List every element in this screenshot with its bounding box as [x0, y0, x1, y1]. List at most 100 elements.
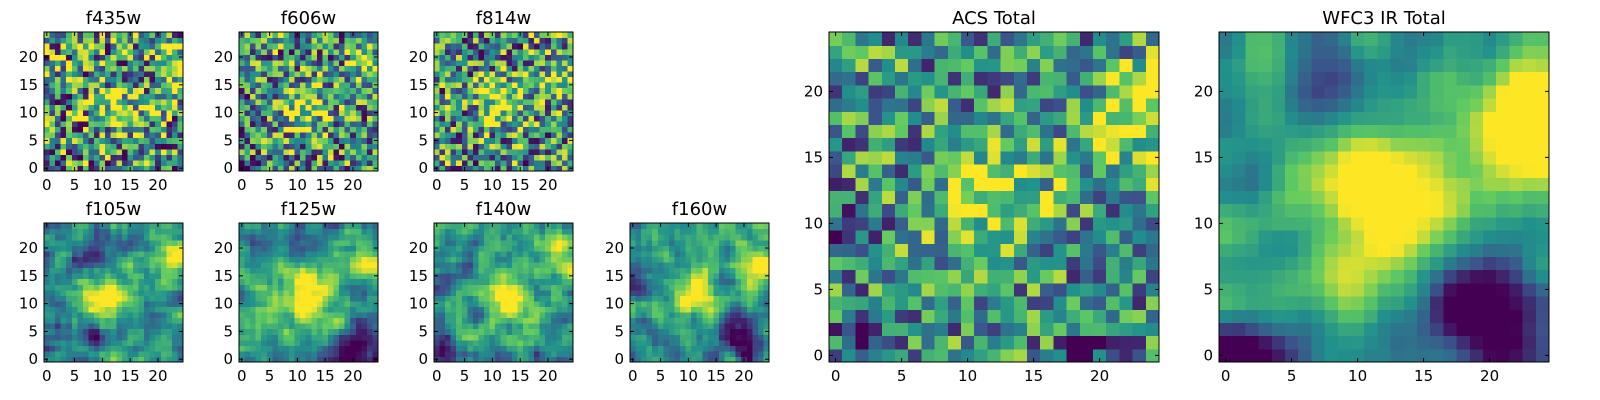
- heatmap-cell: [322, 323, 329, 330]
- heatmap-cell: [730, 306, 737, 313]
- heatmap-cell: [868, 216, 883, 231]
- heatmap-cell: [539, 59, 546, 66]
- heatmap-cell: [506, 245, 513, 252]
- heatmap-cell: [456, 132, 463, 139]
- heatmap-cell: [545, 334, 552, 341]
- heatmap-cell: [934, 177, 949, 191]
- heatmap-cell: [272, 289, 279, 296]
- heatmap-cell: [355, 154, 362, 161]
- heatmap-cell: [277, 32, 285, 39]
- heatmap-cell: [461, 120, 468, 128]
- heatmap-cell: [495, 104, 502, 111]
- heatmap-cell: [94, 273, 101, 280]
- heatmap-cell: [116, 311, 123, 319]
- heatmap-cell: [322, 137, 329, 144]
- heatmap-cell: [149, 37, 156, 44]
- heatmap-cell: [702, 278, 709, 285]
- heatmap-cell: [713, 250, 720, 257]
- heatmap-cell: [99, 306, 106, 313]
- heatmap-cell: [1106, 177, 1120, 191]
- heatmap-cell: [696, 334, 703, 341]
- heatmap-cell: [528, 250, 535, 257]
- heatmap-cell: [534, 300, 541, 307]
- heatmap-cell: [556, 48, 563, 55]
- heatmap-cell: [511, 273, 518, 280]
- heatmap-cell: [561, 70, 569, 78]
- heatmap-cell: [99, 300, 106, 307]
- heatmap-cell: [94, 93, 101, 100]
- heatmap-cell: [88, 267, 95, 274]
- heatmap-cell: [300, 159, 307, 167]
- heatmap-cell: [646, 345, 653, 352]
- heatmap-cell: [489, 82, 496, 89]
- heatmap-cell: [300, 223, 307, 230]
- heatmap-cell: [250, 278, 257, 285]
- heatmap-cell: [294, 256, 301, 263]
- axes-frame: [433, 222, 574, 363]
- heatmap-cell: [511, 334, 518, 341]
- heatmap-cell: [763, 306, 770, 313]
- heatmap-cell: [534, 323, 541, 330]
- heatmap-cell: [110, 70, 117, 78]
- heatmap-cell: [66, 98, 73, 105]
- heatmap-cell: [333, 234, 340, 241]
- heatmap-cell: [344, 234, 351, 241]
- heatmap-cell: [266, 245, 273, 252]
- heatmap-cell: [567, 323, 574, 330]
- heatmap-cell: [127, 350, 134, 358]
- heatmap-cell: [735, 234, 742, 241]
- heatmap-cell: [138, 339, 145, 346]
- heatmap-cell: [305, 98, 312, 105]
- heatmap-cell: [149, 334, 156, 341]
- heatmap-cell: [506, 350, 513, 358]
- heatmap-cell: [155, 104, 162, 111]
- heatmap-cell: [472, 284, 480, 291]
- heatmap-cell: [445, 120, 452, 128]
- heatmap-cell: [266, 334, 273, 341]
- heatmap-cell: [138, 143, 145, 150]
- heatmap-cell: [121, 256, 128, 263]
- heatmap-cell: [88, 120, 95, 128]
- heatmap-cell: [495, 70, 502, 78]
- heatmap-cell: [71, 245, 78, 252]
- heatmap-cell: [495, 143, 502, 150]
- x-tick-label: 15: [511, 367, 530, 385]
- heatmap-cell: [539, 223, 546, 230]
- heatmap-cell: [60, 323, 67, 330]
- heatmap-cell: [244, 115, 251, 122]
- heatmap-cell: [94, 323, 101, 330]
- heatmap-cell: [495, 132, 502, 139]
- heatmap-cell: [456, 339, 463, 346]
- heatmap-cell: [144, 234, 151, 241]
- heatmap-cell: [339, 32, 346, 39]
- heatmap-cell: [71, 267, 78, 274]
- heatmap-cell: [339, 234, 346, 241]
- heatmap-cell: [484, 323, 491, 330]
- heatmap-cell: [66, 306, 73, 313]
- heatmap-cell: [456, 159, 463, 167]
- heatmap-cell: [484, 120, 491, 128]
- heatmap-cell: [663, 289, 670, 296]
- heatmap-cell: [730, 278, 737, 285]
- heatmap-cell: [105, 311, 112, 319]
- heatmap-cell: [289, 261, 296, 269]
- heatmap-cell: [116, 82, 123, 89]
- heatmap-cell: [1145, 335, 1160, 350]
- heatmap-cell: [88, 245, 95, 252]
- heatmap-cell: [82, 148, 90, 155]
- heatmap-cell: [522, 350, 530, 358]
- x-tick-label: 20: [148, 367, 167, 385]
- heatmap-cell: [88, 32, 95, 39]
- heatmap-cell: [567, 59, 574, 66]
- heatmap-cell: [110, 261, 117, 269]
- heatmap-cell: [495, 261, 502, 269]
- heatmap-cell: [668, 295, 676, 302]
- heatmap-cell: [478, 234, 485, 241]
- heatmap-cell: [500, 82, 507, 89]
- heatmap-cell: [1132, 203, 1147, 218]
- heatmap-cell: [55, 350, 62, 358]
- heatmap-cell: [250, 48, 257, 55]
- heatmap-cell: [255, 76, 262, 83]
- heatmap-cell: [160, 104, 167, 111]
- heatmap-cell: [49, 32, 56, 39]
